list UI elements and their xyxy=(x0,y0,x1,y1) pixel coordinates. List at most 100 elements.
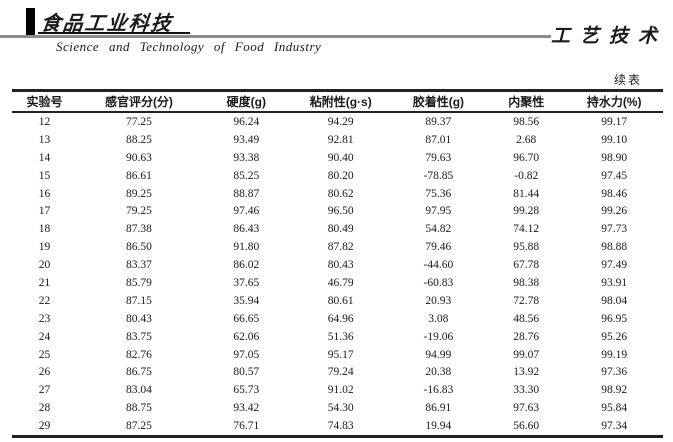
table-cell: -78.85 xyxy=(423,169,454,182)
table-cell: 51.36 xyxy=(327,330,354,343)
table-cell: 12 xyxy=(38,115,51,128)
table-cell: 87.82 xyxy=(327,241,354,254)
table-cell: -0.82 xyxy=(514,169,539,182)
table-row: 17 79.25 97.46 96.50 97.95 99.28 99.26 xyxy=(12,202,663,220)
table-row: 28 88.75 93.42 54.30 86.91 97.63 95.84 xyxy=(12,399,663,417)
table-cell: 96.24 xyxy=(233,115,260,128)
table-cell: 98.88 xyxy=(601,241,628,254)
table-row: 29 87.25 76.71 74.83 19.94 56.60 97.34 xyxy=(12,417,663,439)
table-cell: 19.94 xyxy=(389,417,488,439)
table-row: 13 88.25 93.49 92.81 87.01 2.68 99.10 xyxy=(12,131,663,149)
table-cell: 97.36 xyxy=(601,366,628,379)
table-cell: 83.04 xyxy=(126,384,152,397)
table-cell: 17 xyxy=(38,205,51,218)
table-cell: 95.88 xyxy=(513,241,540,254)
table-header-row: 实验号 感官评分(分) 硬度(g) 粘附性(g·s) 胶着性(g) 内聚性 持水力(%) xyxy=(12,89,663,113)
table-row: 24 83.75 62.06 51.36 -19.06 28.76 95.26 xyxy=(12,328,663,346)
results-table: 实验号 感官评分(分) 硬度(g) 粘附性(g·s) 胶着性(g) 内聚性 持水力(%) 1… xyxy=(12,89,663,439)
table-cell: 80.20 xyxy=(327,169,354,182)
table-cell: 48.56 xyxy=(513,312,540,325)
table-cell: 95.26 xyxy=(601,330,628,343)
table-cell: 85.79 xyxy=(126,276,152,289)
table-cell: 86.50 xyxy=(126,241,152,254)
table-cell: 93.38 xyxy=(233,151,260,164)
table-cell: 62.06 xyxy=(233,330,260,343)
table-cell: 28 xyxy=(38,402,51,415)
table-cell: 2.68 xyxy=(516,133,537,146)
table-cell: 87.15 xyxy=(126,294,152,307)
table-cell: 79.25 xyxy=(126,205,152,218)
table-cell: 86.02 xyxy=(233,259,260,272)
table-cell: 20.38 xyxy=(425,366,452,379)
table-cell: 98.92 xyxy=(601,384,628,397)
table-cell: 80.57 xyxy=(233,366,260,379)
table-cell: 99.17 xyxy=(601,115,628,128)
table-cell: 24 xyxy=(38,330,51,343)
table-cell: 93.91 xyxy=(601,276,628,289)
table-cell: 98.90 xyxy=(601,151,628,164)
table-cell: 93.42 xyxy=(233,402,260,415)
table-cell: 80.43 xyxy=(126,312,152,325)
table-cell: 79.46 xyxy=(425,241,452,254)
table-cell: 67.78 xyxy=(513,259,540,272)
table-cell: 86.91 xyxy=(425,402,452,415)
table-cell: 82.76 xyxy=(126,348,152,361)
table-cell: 27 xyxy=(38,384,51,397)
table-cell: 97.45 xyxy=(601,169,628,182)
table-cell: 96.95 xyxy=(601,312,628,325)
table-row: 19 86.50 91.80 87.82 79.46 95.88 98.88 xyxy=(12,238,663,256)
table-cell: 97.46 xyxy=(233,205,260,218)
table-cell: 92.81 xyxy=(327,133,354,146)
table-row: 15 86.61 85.25 80.20 -78.85 -0.82 97.45 xyxy=(12,167,663,185)
column-header: 粘附性(g·s) xyxy=(291,89,390,113)
table-cell: 85.25 xyxy=(233,169,260,182)
table-cell: 96.50 xyxy=(327,205,354,218)
table-cell: 35.94 xyxy=(233,294,260,307)
table-cell: 75.36 xyxy=(425,187,452,200)
table-cell: 86.75 xyxy=(126,366,152,379)
table-cell: 26 xyxy=(38,366,51,379)
section-title: 工艺技术 xyxy=(550,26,667,47)
table-row: 12 77.25 96.24 94.29 89.37 98.56 99.17 xyxy=(12,112,663,131)
table-cell: 99.26 xyxy=(601,205,628,218)
table-cell: 90.40 xyxy=(327,151,354,164)
table-row: 16 89.25 88.87 80.62 75.36 81.44 98.46 xyxy=(12,185,663,203)
table-cell: 65.73 xyxy=(233,384,260,397)
table-cell: 74.83 xyxy=(291,417,390,439)
table-cell: 80.43 xyxy=(327,259,354,272)
table-cell: 3.08 xyxy=(428,312,449,325)
column-header: 持水力(%) xyxy=(565,89,663,113)
table-cell: 98.56 xyxy=(513,115,540,128)
table-cell: 83.75 xyxy=(126,330,152,343)
table-cell: 15 xyxy=(38,169,51,182)
table-cell: 93.49 xyxy=(233,133,260,146)
table-cell: 94.29 xyxy=(327,115,354,128)
table-cell: -19.06 xyxy=(423,330,454,343)
table-cell: 21 xyxy=(38,276,51,289)
table-row: 25 82.76 97.05 95.17 94.99 99.07 99.19 xyxy=(12,346,663,364)
table-row: 14 90.63 93.38 90.40 79.63 96.70 98.90 xyxy=(12,149,663,167)
table-cell: 13.92 xyxy=(513,366,540,379)
table-cell: 99.28 xyxy=(513,205,540,218)
table-cell: 99.07 xyxy=(513,348,540,361)
logo-bar xyxy=(26,8,35,35)
table-cell: 99.19 xyxy=(601,348,628,361)
table-cell: 89.25 xyxy=(126,187,152,200)
table-cell: 91.80 xyxy=(233,241,260,254)
table-cell: 20.93 xyxy=(425,294,452,307)
table-cell: 83.37 xyxy=(126,259,152,272)
table-cell: 86.61 xyxy=(126,169,152,182)
table-cell: 97.73 xyxy=(601,223,628,236)
table-cell: 54.82 xyxy=(425,223,452,236)
table-cell: 95.17 xyxy=(327,348,354,361)
table-cell: 88.25 xyxy=(126,133,152,146)
table-cell: 20 xyxy=(38,259,51,272)
table-cell: 97.95 xyxy=(425,205,452,218)
table-cell: 25 xyxy=(38,348,51,361)
table-cell: 87.25 xyxy=(77,417,201,439)
table-cell: 86.43 xyxy=(233,223,260,236)
journal-subtitle-en: Science and Technology of Food Industry xyxy=(56,39,322,54)
table-cell: 33.30 xyxy=(513,384,540,397)
table-row: 20 83.37 86.02 80.43 -44.60 67.78 97.49 xyxy=(12,256,663,274)
table-cell: 18 xyxy=(38,223,51,236)
